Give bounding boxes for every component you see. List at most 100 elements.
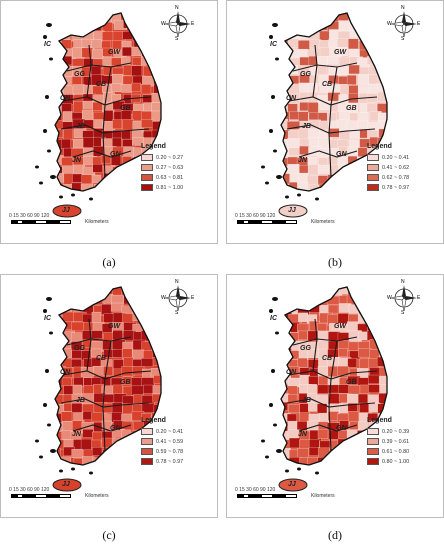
district-cell	[151, 192, 162, 202]
island	[269, 129, 273, 133]
district-cell	[61, 411, 73, 422]
district-cell	[337, 184, 348, 191]
district-cell	[131, 385, 144, 396]
island	[269, 403, 273, 407]
region-label-cn: CN	[286, 369, 297, 376]
district-cell	[357, 120, 369, 130]
district-cell	[153, 375, 161, 384]
district-cell	[112, 467, 123, 476]
district-cell	[347, 155, 358, 167]
region-label-cn: CN	[286, 95, 297, 102]
district-cell	[287, 156, 298, 166]
district-cell	[112, 119, 123, 130]
district-cell	[144, 193, 155, 202]
island	[59, 469, 63, 473]
legend-item: 0.81 ~ 1.00	[141, 183, 215, 192]
district-cell	[164, 84, 174, 93]
district-cell	[299, 102, 310, 112]
district-cell	[81, 47, 94, 58]
district-cell	[289, 350, 300, 360]
scale-segments	[11, 494, 71, 498]
panel-label-b: (b)	[328, 255, 342, 269]
district-cell	[140, 358, 154, 367]
district-cell	[281, 184, 290, 191]
legend-swatch	[141, 184, 153, 191]
district-cell	[347, 358, 357, 368]
district-cell	[131, 65, 143, 77]
region-label-gb: GB	[346, 105, 357, 112]
region-label-cb: CB	[96, 355, 107, 362]
district-cell	[132, 19, 143, 29]
district-cell	[141, 84, 152, 95]
district-cell	[110, 302, 124, 312]
legend-range: 0.20 ~ 0.41	[156, 428, 184, 435]
district-cell	[111, 294, 124, 304]
district-cell	[72, 384, 83, 395]
district-cell	[358, 348, 372, 358]
province-boundary	[72, 150, 132, 158]
legend-item: 0.63 ~ 0.81	[141, 173, 215, 182]
district-cell	[163, 340, 172, 349]
region-label-gw: GW	[108, 323, 121, 330]
compass-e: E	[417, 295, 421, 301]
district-cell	[309, 294, 321, 306]
island	[276, 175, 282, 179]
district-cell	[347, 341, 360, 352]
district-cell	[356, 287, 370, 296]
district-cell	[55, 287, 65, 294]
district-cell	[71, 403, 83, 413]
legend-swatch	[367, 184, 379, 191]
district-cell	[288, 404, 300, 414]
district-cell	[319, 467, 330, 477]
province-boundary	[298, 424, 358, 432]
district-cell	[337, 38, 349, 48]
district-cell	[338, 163, 350, 174]
panel-label-c: (c)	[102, 528, 116, 542]
district-cell	[123, 175, 137, 187]
coastline	[54, 12, 162, 192]
province-boundary	[86, 318, 92, 372]
district-cell	[327, 92, 341, 102]
island	[71, 467, 75, 471]
legend-title: Legend	[367, 417, 392, 424]
district-cell	[377, 466, 387, 475]
district-cell	[298, 330, 308, 340]
district-cell	[91, 348, 102, 358]
region-label-gw: GW	[108, 49, 121, 56]
district-cell	[348, 385, 361, 395]
district-cell	[111, 402, 123, 413]
district-cell	[61, 287, 76, 298]
district-cell	[379, 49, 387, 59]
region-label-jn: JN	[72, 431, 81, 438]
district-cell	[348, 411, 359, 423]
district-cell	[307, 384, 317, 395]
district-cell	[297, 172, 309, 184]
district-cell	[388, 104, 401, 115]
district-cell	[55, 296, 64, 307]
district-cell	[121, 448, 132, 459]
district-cell	[121, 440, 134, 451]
district-cell	[308, 137, 319, 147]
district-cell	[378, 40, 387, 50]
district-cell	[357, 13, 369, 22]
district-cell	[160, 121, 161, 133]
island	[273, 149, 277, 153]
district-cell	[91, 447, 103, 456]
district-cell	[307, 102, 319, 114]
province-boundary	[72, 424, 132, 432]
scale-unit: Kilometers	[85, 219, 109, 225]
korea-map-a	[35, 12, 174, 218]
district-cell	[61, 430, 72, 440]
compass-icon	[390, 11, 417, 38]
legend-item: 0.20 ~ 0.41	[367, 153, 441, 162]
region-label-gb: GB	[346, 379, 357, 386]
district-cell	[309, 20, 322, 30]
district-cell	[377, 91, 387, 102]
legend-swatch	[367, 448, 379, 455]
district-cell	[347, 175, 359, 184]
district-cell	[162, 349, 171, 359]
island	[89, 471, 93, 475]
panel-label-a: (a)	[102, 255, 116, 269]
district-cell	[357, 393, 368, 404]
legend-item: 0.80 ~ 1.00	[367, 457, 441, 466]
